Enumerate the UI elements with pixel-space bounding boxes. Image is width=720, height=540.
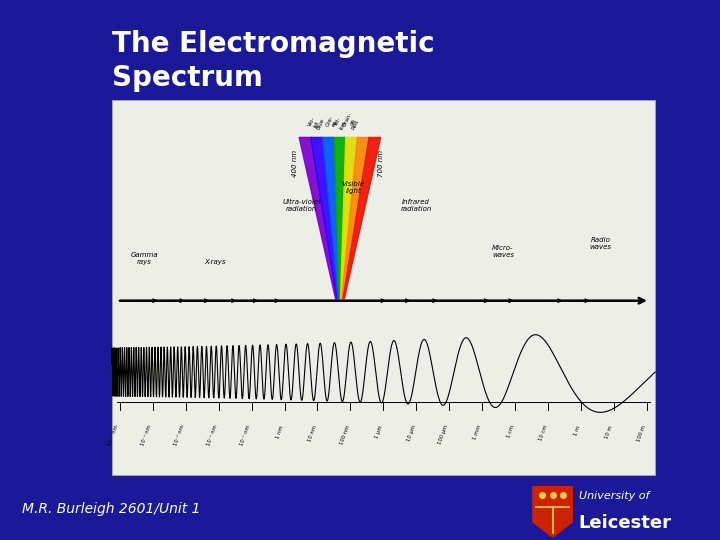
Text: Ultra-violet
radiation: Ultra-violet radiation: [282, 199, 321, 213]
Text: M.R. Burleigh 2601/Unit 1: M.R. Burleigh 2601/Unit 1: [22, 502, 200, 516]
Text: 100 nm: 100 nm: [339, 424, 351, 445]
Text: 10⁻⁵ nm: 10⁻⁵ nm: [107, 424, 120, 447]
Text: X-rays: X-rays: [204, 259, 225, 265]
Text: Infrared
radiation: Infrared radiation: [400, 199, 432, 213]
Text: 10 cm: 10 cm: [538, 424, 548, 442]
Text: 1 μm: 1 μm: [374, 424, 383, 439]
Polygon shape: [341, 137, 357, 299]
Text: 10⁻² nm: 10⁻² nm: [207, 424, 219, 447]
Text: Oran-
ge: Oran- ge: [342, 111, 359, 130]
Text: 10⁻¹ nm: 10⁻¹ nm: [240, 424, 251, 447]
Polygon shape: [323, 137, 339, 299]
Text: 10 μm: 10 μm: [406, 424, 416, 442]
Text: 100 μm: 100 μm: [438, 424, 449, 445]
Text: 10 m: 10 m: [605, 424, 614, 439]
Text: 400 nm: 400 nm: [292, 150, 298, 177]
Text: Leicester: Leicester: [579, 514, 672, 532]
Polygon shape: [299, 137, 337, 299]
Text: 700 nm: 700 nm: [378, 150, 384, 177]
Text: 10 nm: 10 nm: [307, 424, 318, 442]
Text: 10⁻⁴ nm: 10⁻⁴ nm: [140, 424, 153, 447]
Text: Gamma
rays: Gamma rays: [130, 252, 158, 265]
Text: Blue: Blue: [316, 117, 325, 130]
Polygon shape: [342, 137, 369, 299]
Text: 1 mm: 1 mm: [472, 424, 482, 441]
Text: Visible
light: Visible light: [342, 180, 365, 194]
Text: 10⁻³ nm: 10⁻³ nm: [174, 424, 186, 447]
Polygon shape: [343, 137, 381, 299]
Text: Vio-
let: Vio- let: [307, 116, 322, 130]
Text: 1 cm: 1 cm: [506, 424, 516, 438]
Text: 1 nm: 1 nm: [275, 424, 284, 439]
Text: Radio
waves: Radio waves: [590, 237, 612, 250]
Polygon shape: [311, 137, 338, 299]
Text: 1 m: 1 m: [573, 424, 581, 436]
Bar: [112, 100, 655, 475]
Text: Gre-
en: Gre- en: [325, 114, 339, 130]
Polygon shape: [533, 486, 572, 537]
Text: Red: Red: [351, 118, 360, 130]
Text: Micro-
waves: Micro- waves: [492, 245, 514, 258]
Text: University of: University of: [579, 491, 649, 501]
Text: 100 m: 100 m: [636, 424, 647, 442]
Text: The Electromagnetic
Spectrum: The Electromagnetic Spectrum: [112, 30, 434, 92]
Text: Yel-
low: Yel- low: [333, 117, 347, 130]
Polygon shape: [334, 137, 346, 299]
